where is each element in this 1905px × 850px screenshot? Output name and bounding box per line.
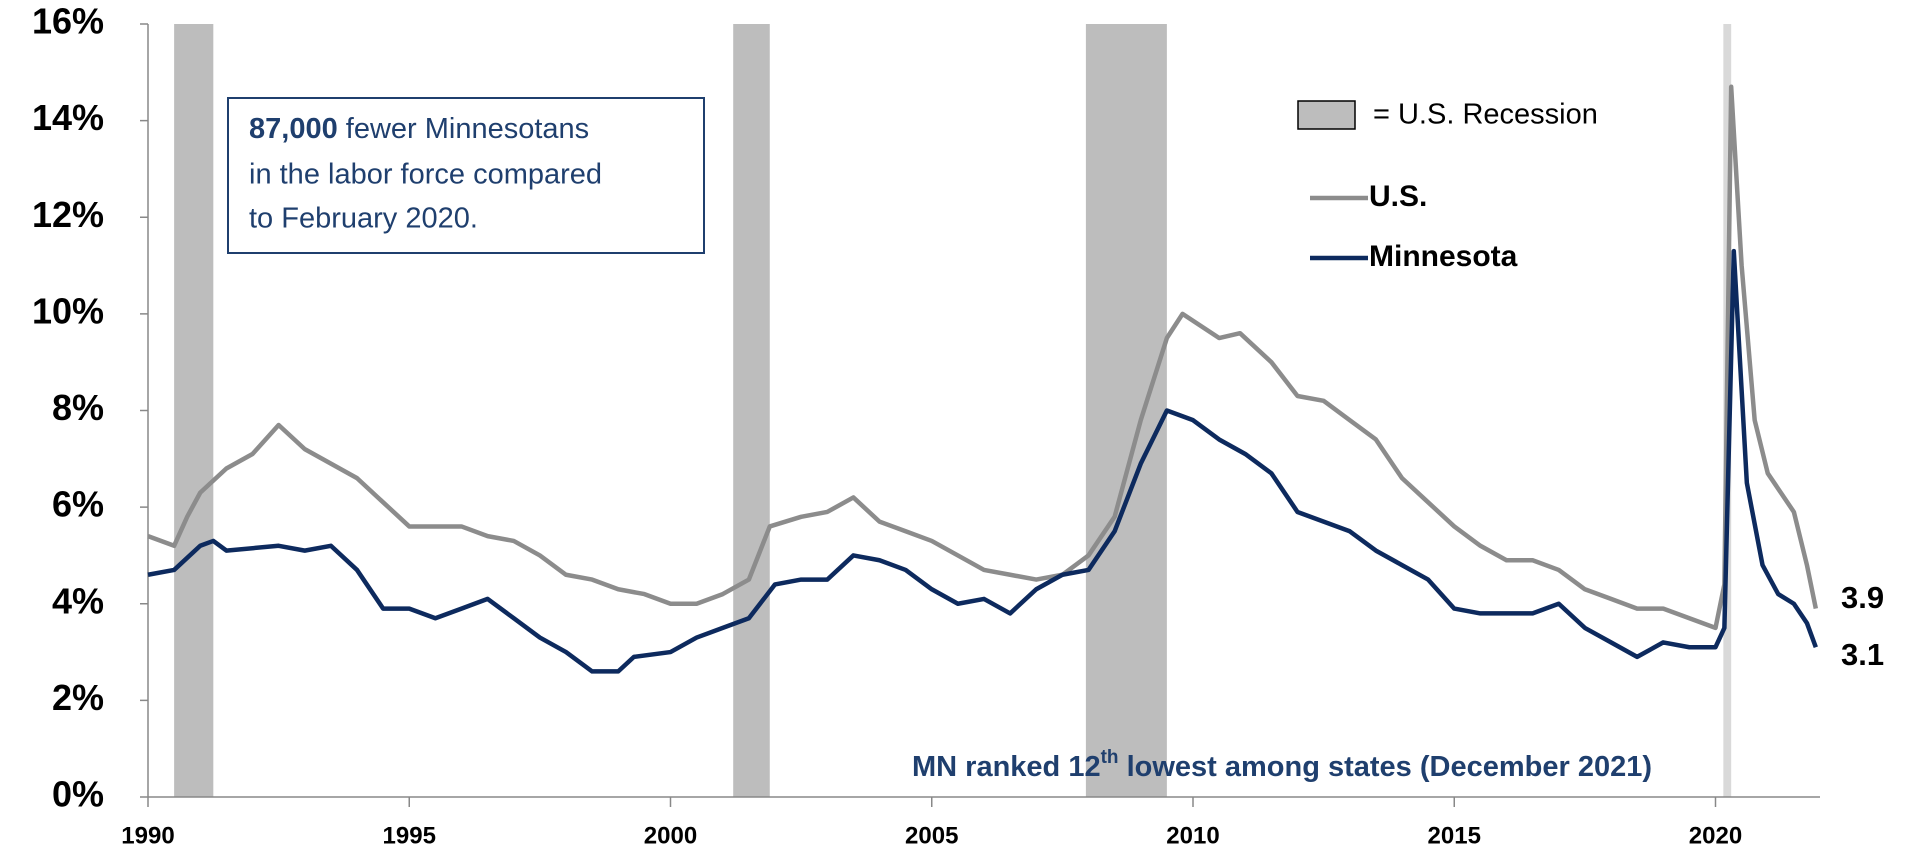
x-tick-label: 2005 [905,822,958,849]
y-tick-label: 4% [52,580,104,621]
series-line [147,248,1818,674]
annotation-bold: 87,000 [249,113,338,145]
recession-band [733,24,770,797]
y-tick-label: 10% [32,290,104,331]
note-text: MN ranked 12 [912,751,1101,783]
annotation-text: fewer Minnesotans [338,113,589,145]
y-tick-label: 6% [52,484,104,525]
end-label: 3.9 [1841,580,1884,615]
y-tick-label: 8% [52,387,104,428]
recession-band [1085,24,1167,797]
x-tick-label: 2020 [1689,822,1742,849]
y-tick-label: 16% [32,1,104,42]
note-text: lowest among states (December 2021) [1119,751,1652,783]
annotation-text: 87,000 fewer Minnesotans [249,113,589,145]
note: MN ranked 12th lowest among states (Dece… [912,747,1652,783]
x-tick-label: 2015 [1428,822,1481,849]
recession-legend-label: = U.S. Recession [1373,99,1598,131]
y-tick-label: 2% [52,677,104,718]
recession-legend-swatch [1297,100,1356,130]
x-tick-label: 1990 [121,822,174,849]
annotation-box [227,97,705,254]
y-tick-label: 12% [32,194,104,235]
series-line [147,84,1819,631]
annotation-text: to February 2020. [249,203,478,235]
y-tick-label: 14% [32,97,104,138]
x-tick-label: 2000 [644,822,697,849]
legend-label: U.S. [1369,180,1427,213]
annotation-text: in the labor force compared [249,159,602,191]
y-tick-label: 0% [52,774,104,815]
legend-label: Minnesota [1369,240,1518,273]
note-superscript: th [1101,747,1119,768]
end-label: 3.1 [1841,637,1884,672]
recession-band [174,24,214,797]
x-tick-label: 1995 [383,822,436,849]
x-tick-label: 2010 [1166,822,1219,849]
